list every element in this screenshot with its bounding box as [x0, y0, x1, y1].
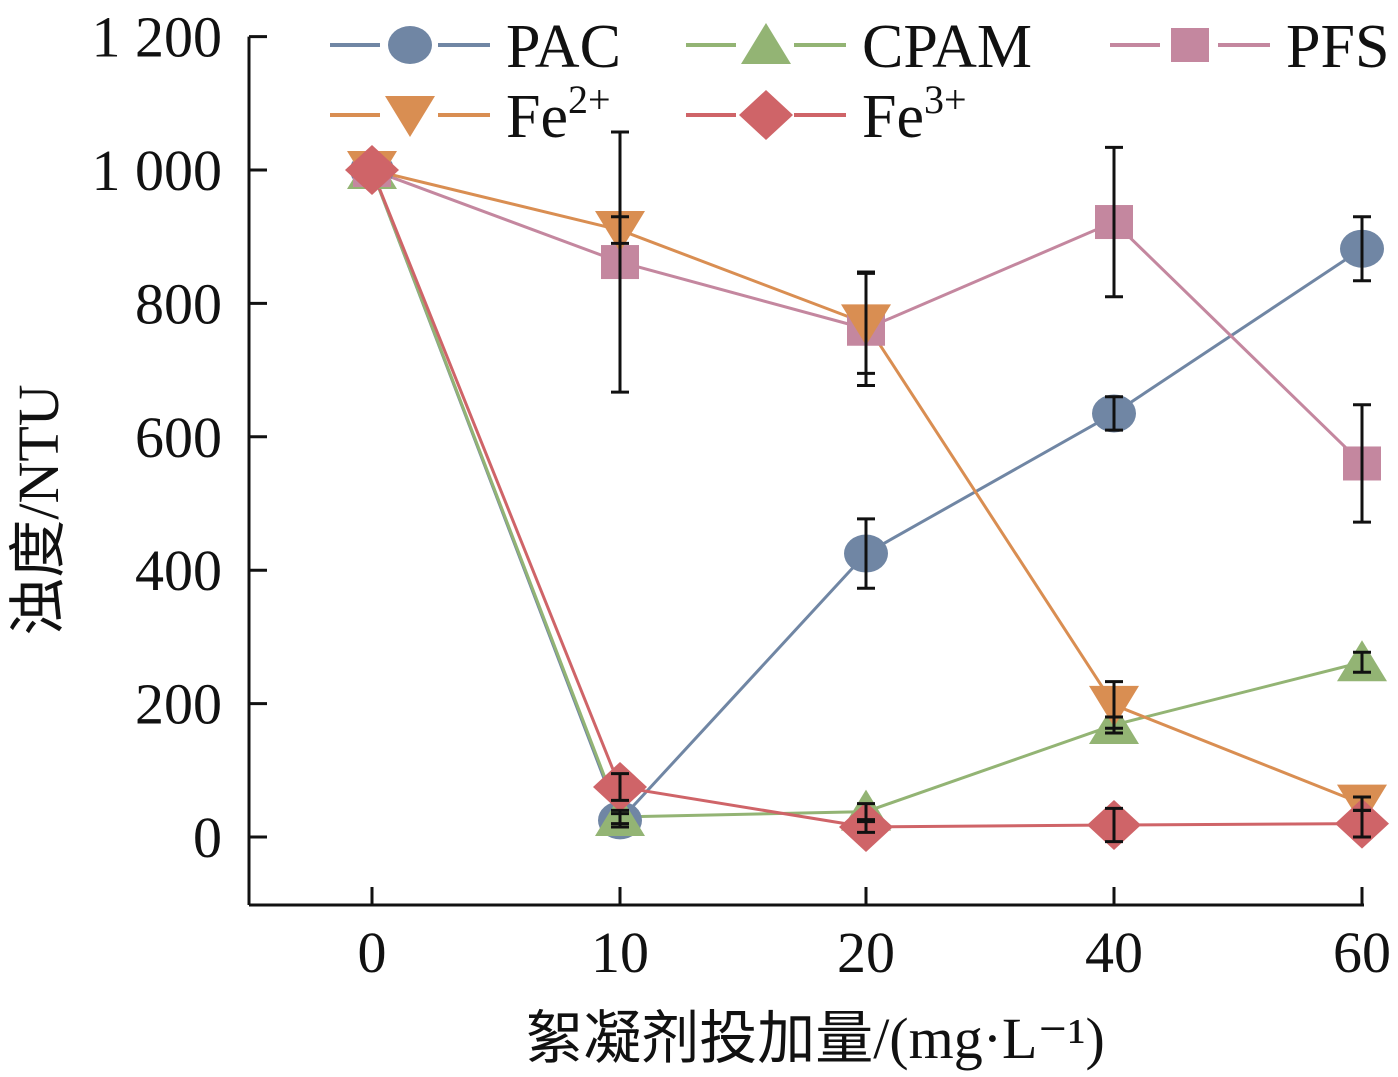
series-cpam-segment	[370, 169, 622, 818]
series-fe2-segment	[619, 228, 867, 325]
legend-triangle-up-icon	[741, 23, 791, 64]
series-fe2-segment	[864, 322, 1116, 706]
y-tick-label: 600	[135, 405, 222, 470]
legend: PAC CPAM PFS Fe2+ Fe3+	[330, 13, 1389, 151]
x-tick-label: 10	[591, 920, 649, 985]
legend-diamond-icon	[739, 90, 793, 140]
series-lines	[370, 168, 1364, 829]
series-fe3-segment	[865, 823, 1115, 829]
series-pac-segment	[618, 552, 868, 822]
legend-label: PAC	[506, 13, 621, 81]
y-tick-label: 200	[135, 672, 222, 737]
legend-label: Fe2+	[506, 77, 611, 151]
axes: 0 200 400 600 800 1 000 1 200 0 10 20 40 60	[92, 5, 1392, 985]
series-fe2-segment	[1113, 703, 1363, 806]
x-tick-label: 20	[837, 920, 895, 985]
legend-superscript: 3+	[924, 77, 967, 122]
legend-label: PFS	[1286, 13, 1389, 81]
legend-item-pac: PAC	[330, 13, 621, 81]
y-axis-title: 浊度/NTU	[6, 384, 71, 635]
series-cpam-segment	[1113, 660, 1363, 727]
y-tick-label: 0	[193, 805, 222, 870]
x-tick-label: 0	[358, 920, 387, 985]
series-pfs-segment	[371, 168, 621, 264]
series-pfs-segment	[619, 260, 867, 331]
series-fe3-segment	[370, 169, 622, 788]
x-axis-title: 絮凝剂投加量/(mg·L⁻¹)	[525, 1006, 1105, 1071]
legend-item-fe2: Fe2+	[330, 77, 611, 151]
series-cpam-segment	[865, 723, 1115, 814]
series-markers	[345, 145, 1389, 852]
series-pac-segment	[1113, 247, 1363, 415]
series-fe3-segment	[619, 785, 867, 829]
legend-label: CPAM	[862, 13, 1032, 81]
legend-superscript: 2+	[568, 77, 611, 122]
series-fe3-point	[345, 145, 399, 195]
y-tick-label: 1 000	[92, 138, 223, 203]
y-tick-label: 400	[135, 538, 222, 603]
series-cpam-segment	[619, 810, 867, 819]
x-tick-label: 40	[1085, 920, 1143, 985]
legend-triangle-down-icon	[385, 96, 435, 137]
y-tick-label: 1 200	[92, 5, 223, 70]
series-pfs-segment	[865, 220, 1115, 331]
x-tick-label: 60	[1333, 920, 1391, 985]
legend-circle-icon	[388, 26, 432, 64]
error-bars	[611, 130, 1371, 844]
legend-label: Fe3+	[862, 77, 967, 151]
legend-item-pfs: PFS	[1110, 13, 1389, 81]
series-fe3-segment	[1113, 822, 1363, 827]
series-pfs-segment	[1112, 220, 1364, 465]
legend-square-icon	[1171, 28, 1209, 62]
legend-item-fe3: Fe3+	[686, 77, 967, 151]
legend-item-cpam: CPAM	[686, 13, 1032, 81]
y-tick-label: 800	[135, 271, 222, 336]
series-fe2-segment	[371, 168, 621, 232]
series-pac-segment	[865, 412, 1115, 555]
